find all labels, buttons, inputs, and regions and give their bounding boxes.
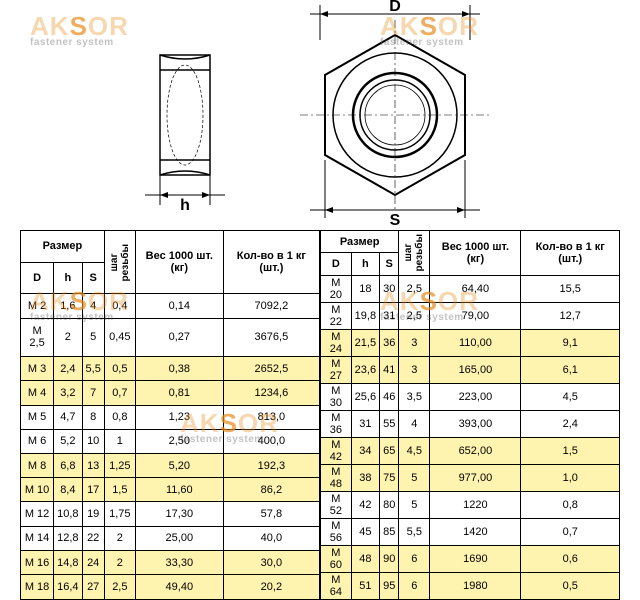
nut-side-view: h: [130, 15, 240, 215]
table-row: M 1210,8191,7517,3057,8: [21, 502, 320, 526]
table-row: M 21,640,40,147092,2: [21, 294, 320, 318]
hdr-D: D: [21, 262, 54, 294]
spec-table-right: Размер шаг резьбы Вес 1000 шт. (кг) Кол-…: [320, 230, 620, 600]
hdr-S: S: [82, 262, 104, 294]
table-row: M 2219,8312,579,0012,7: [321, 302, 620, 329]
table-row: M 32,45,50,50,382652,5: [21, 357, 320, 381]
table-row: M 1816,4272,549,4020,2: [21, 575, 320, 599]
spec-tables: Размер шаг резьбы Вес 1000 шт. (кг) Кол-…: [0, 230, 640, 600]
table-row: M 3631554393,002,4: [321, 410, 620, 437]
table-row: M 1412,822225,0040,0: [21, 526, 320, 550]
table-row: M 604890616900,6: [321, 545, 620, 572]
hdr-size: Размер: [21, 231, 105, 263]
table-row: M 54,780,81,23813,0: [21, 405, 320, 429]
table-row: M 2723,6413165,006,1: [321, 356, 620, 383]
nut-front-view: D S: [280, 0, 510, 230]
table-row: M 1614,824233,3030,0: [21, 550, 320, 574]
hdr-weight: Вес 1000 шт. (кг): [430, 231, 521, 276]
hdr-pitch: шаг резьбы: [108, 232, 132, 292]
hdr-S: S: [380, 253, 399, 275]
dim-D: D: [389, 0, 401, 15]
table-row: M 2018302,564,4015,5: [321, 275, 620, 302]
hdr-pitch: шаг резьбы: [402, 232, 426, 274]
hdr-count: Кол-во в 1 кг (шт.): [521, 231, 620, 276]
table-row: M 86,8131,255,20192,3: [21, 454, 320, 478]
hdr-D: D: [321, 253, 352, 275]
dim-S: S: [390, 212, 401, 229]
table-row: M 2421,5363110,009,1: [321, 329, 620, 356]
technical-drawing: h D S: [0, 0, 640, 230]
table-row: M 524280512200,8: [321, 491, 620, 518]
hdr-h: h: [351, 253, 379, 275]
table-row: M 65,21012,50400,0: [21, 429, 320, 453]
table-row: M 43,270,70,811234,6: [21, 381, 320, 405]
table-row: M 3025,6463,5223,004,5: [321, 383, 620, 410]
table-row: M 5645855,514200,7: [321, 518, 620, 545]
table-row: M 4234654,5652,001,5: [321, 437, 620, 464]
hdr-weight: Вес 1000 шт. (кг): [135, 231, 223, 294]
dim-h: h: [180, 197, 190, 214]
table-row: M 4838755977,001,0: [321, 464, 620, 491]
spec-table-left: Размер шаг резьбы Вес 1000 шт. (кг) Кол-…: [20, 230, 320, 600]
hdr-size: Размер: [321, 231, 399, 253]
table-row: M 645195619800,5: [321, 572, 620, 599]
table-row: M 2,5250,450,273676,5: [21, 318, 320, 356]
table-row: M 108,4171,511,6086,2: [21, 478, 320, 502]
hdr-count: Кол-во в 1 кг (шт.): [223, 231, 319, 294]
hdr-h: h: [54, 262, 82, 294]
